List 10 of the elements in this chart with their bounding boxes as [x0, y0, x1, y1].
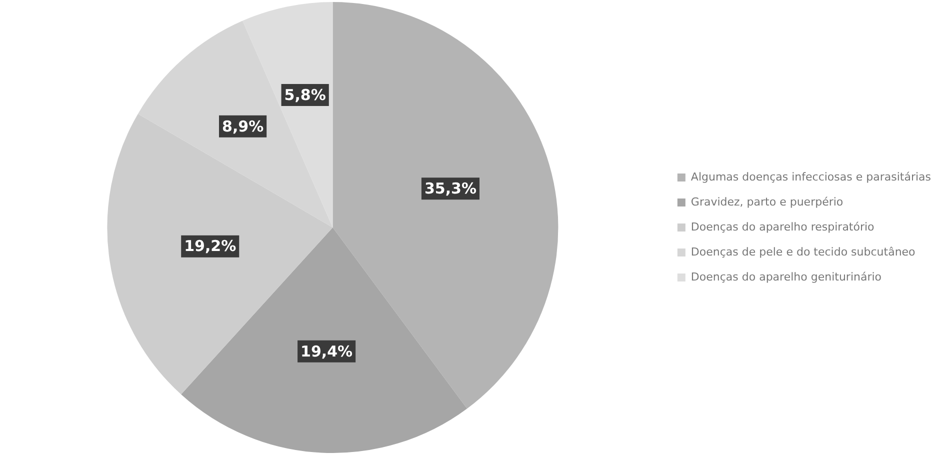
- data-label: 19,2%: [184, 237, 236, 256]
- legend-label: Doenças do aparelho respiratório: [690, 220, 875, 234]
- data-label: 8,9%: [222, 117, 264, 136]
- data-label: 19,4%: [300, 342, 353, 360]
- data-label: 5,8%: [284, 86, 326, 104]
- legend-label: Doenças do aparelho geniturinário: [690, 270, 882, 284]
- legend-label: Algumas doenças infecciosas e parasitárias: [690, 170, 932, 184]
- legend-label: Gravidez, parto e puerpério: [690, 195, 844, 208]
- data-label: 35,3%: [424, 179, 476, 198]
- legend-label: Doenças de pele e do tecido subcutâneo: [690, 245, 916, 258]
